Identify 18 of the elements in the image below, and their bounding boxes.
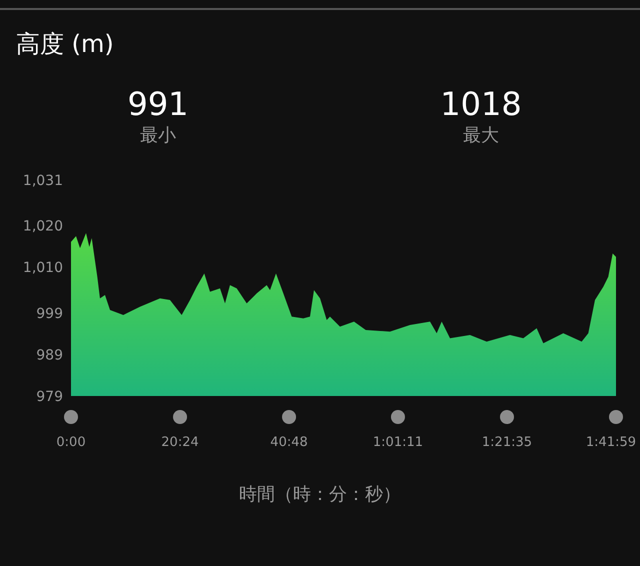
y-tick-label: 1,020 [22, 218, 63, 235]
x-tick-label: 1:21:35 [482, 435, 532, 450]
x-axis-title: 時間（時：分：秒） [238, 483, 402, 506]
y-tick-label: 989 [36, 347, 63, 364]
text: 1018 [439, 84, 523, 124]
y-tick-label: 979 [36, 388, 63, 405]
text: 最大 [462, 124, 500, 148]
x-tick-label: 20:24 [161, 435, 199, 450]
y-tick-label: 999 [36, 306, 63, 322]
y-tick-label: 1,031 [22, 172, 63, 189]
x-tick-label: 1:41:59 [586, 435, 636, 450]
text: 991 [126, 84, 190, 124]
text: 最小 [139, 124, 177, 148]
y-tick-label: 1,010 [22, 260, 63, 276]
x-tick-label: 0:00 [56, 435, 86, 450]
x-tick-label: 1:01:11 [372, 435, 424, 450]
chart-title: 高度 (m) [16, 29, 114, 60]
x-tick-label: 40:48 [270, 435, 308, 450]
